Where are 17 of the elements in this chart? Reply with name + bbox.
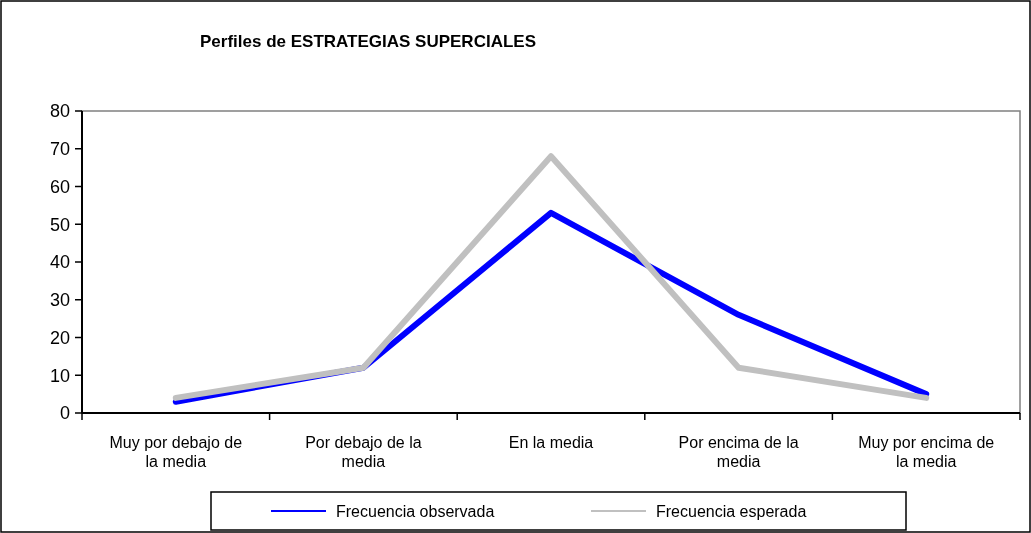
y-tick-label: 10 — [49, 365, 70, 386]
y-tick-label: 80 — [49, 101, 70, 122]
legend-label: Frecuencia observada — [336, 502, 495, 520]
chart-title: Perfiles de ESTRATEGIAS SUPERCIALES — [200, 32, 536, 51]
x-tick-label: Muy por encima de la media — [858, 434, 995, 470]
x-tick-label: Por debajo de la media — [305, 434, 422, 470]
y-tick-label: 50 — [49, 214, 70, 235]
y-tick-label: 30 — [49, 290, 70, 311]
y-tick-label: 0 — [59, 403, 70, 424]
y-tick-label: 70 — [49, 139, 70, 160]
x-tick-label: En la media — [508, 434, 594, 451]
y-tick-label: 60 — [49, 176, 70, 197]
y-tick-label: 20 — [49, 327, 70, 348]
x-tick-label: Por encima de la media — [678, 434, 799, 470]
legend-label: Frecuencia esperada — [656, 502, 807, 520]
x-tick-label: Muy por debajo de la media — [109, 434, 243, 470]
y-tick-label: 40 — [49, 252, 70, 273]
